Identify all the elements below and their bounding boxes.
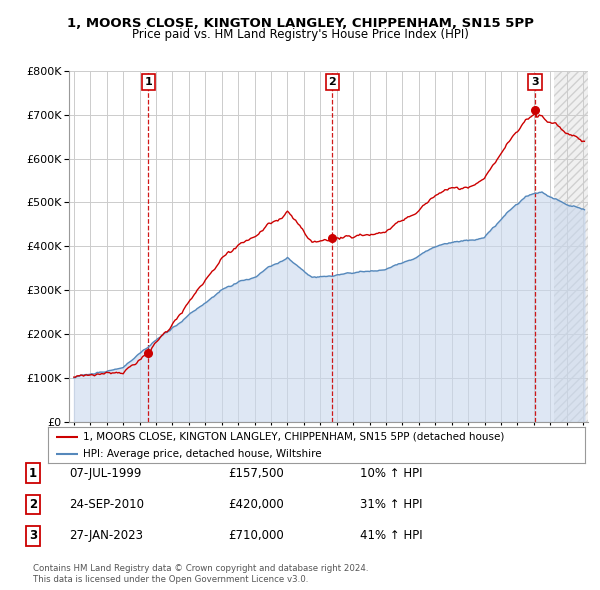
Text: 41% ↑ HPI: 41% ↑ HPI <box>360 529 422 542</box>
Text: 1, MOORS CLOSE, KINGTON LANGLEY, CHIPPENHAM, SN15 5PP: 1, MOORS CLOSE, KINGTON LANGLEY, CHIPPEN… <box>67 17 533 30</box>
Text: £710,000: £710,000 <box>228 529 284 542</box>
Text: £157,500: £157,500 <box>228 467 284 480</box>
Text: 2: 2 <box>328 77 336 87</box>
Bar <box>554 71 600 422</box>
Text: HPI: Average price, detached house, Wiltshire: HPI: Average price, detached house, Wilt… <box>83 449 322 459</box>
Text: Contains HM Land Registry data © Crown copyright and database right 2024.: Contains HM Land Registry data © Crown c… <box>33 565 368 573</box>
Text: 1: 1 <box>29 467 37 480</box>
Text: 10% ↑ HPI: 10% ↑ HPI <box>360 467 422 480</box>
Text: 24-SEP-2010: 24-SEP-2010 <box>69 498 144 511</box>
Text: 27-JAN-2023: 27-JAN-2023 <box>69 529 143 542</box>
Text: 3: 3 <box>531 77 539 87</box>
Text: 1: 1 <box>144 77 152 87</box>
Text: 07-JUL-1999: 07-JUL-1999 <box>69 467 142 480</box>
Text: 31% ↑ HPI: 31% ↑ HPI <box>360 498 422 511</box>
Text: 1, MOORS CLOSE, KINGTON LANGLEY, CHIPPENHAM, SN15 5PP (detached house): 1, MOORS CLOSE, KINGTON LANGLEY, CHIPPEN… <box>83 432 504 442</box>
Text: £420,000: £420,000 <box>228 498 284 511</box>
Text: This data is licensed under the Open Government Licence v3.0.: This data is licensed under the Open Gov… <box>33 575 308 584</box>
Text: Price paid vs. HM Land Registry's House Price Index (HPI): Price paid vs. HM Land Registry's House … <box>131 28 469 41</box>
Text: 2: 2 <box>29 498 37 511</box>
Text: 3: 3 <box>29 529 37 542</box>
